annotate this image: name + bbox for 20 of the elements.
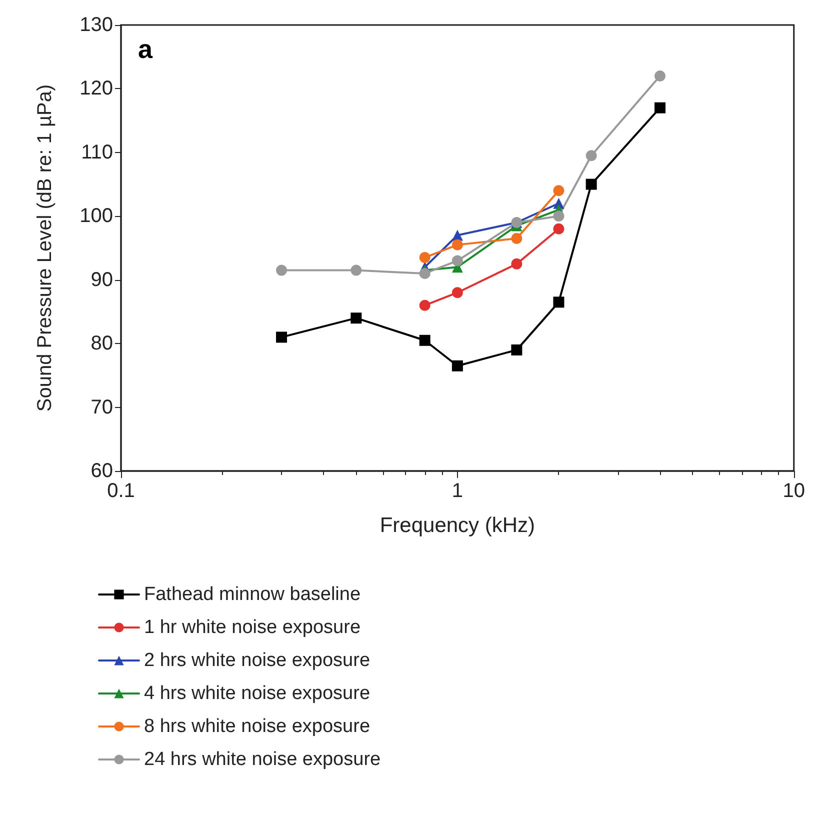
x-tick-label: 10 bbox=[782, 480, 805, 502]
y-tick-label: 70 bbox=[90, 396, 113, 418]
y-tick-label: 110 bbox=[81, 141, 113, 164]
y-tick-label: 120 bbox=[80, 78, 113, 100]
y-tick-label: 100 bbox=[80, 205, 113, 228]
x-tick-label: 0.1 bbox=[107, 480, 135, 502]
legend-label: 1 hr white noise exposure bbox=[144, 617, 361, 638]
legend-label: 8 hrs white noise exposure bbox=[144, 716, 370, 737]
y-tick-label: 60 bbox=[90, 460, 113, 482]
x-axis-title: Frequency (kHz) bbox=[380, 514, 536, 537]
annotation: a bbox=[138, 34, 153, 64]
legend-label: 24 hrs white noise exposure bbox=[144, 749, 381, 770]
y-tick-label: 90 bbox=[90, 268, 113, 291]
x-tick-label: 1 bbox=[452, 480, 463, 502]
y-tick-label: 80 bbox=[90, 332, 113, 355]
legend-label: Fathead minnow baseline bbox=[144, 584, 361, 605]
legend-label: 4 hrs white noise exposure bbox=[144, 683, 370, 704]
y-tick-label: 130 bbox=[80, 14, 113, 36]
y-axis-title: Sound Pressure Level (dB re: 1 µPa) bbox=[34, 84, 56, 412]
legend-label: 2 hrs white noise exposure bbox=[144, 650, 370, 671]
